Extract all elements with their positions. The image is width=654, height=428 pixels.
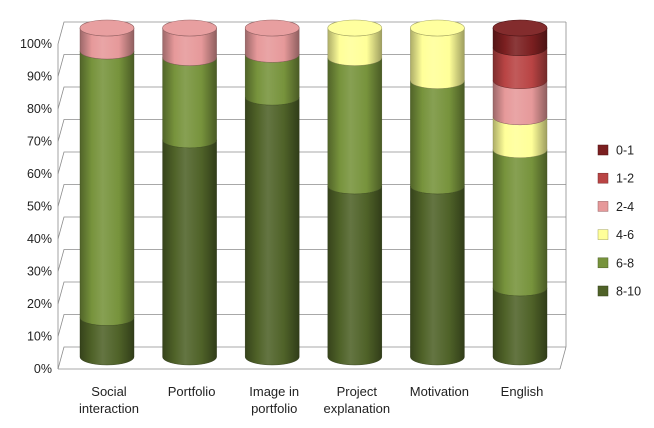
bar-group [492,19,548,366]
gridline [57,346,566,370]
legend-swatch [597,229,609,240]
legend-label: 0-1 [616,144,634,158]
bar-segment [492,287,548,366]
legend-label: 4-6 [616,228,634,242]
bar-segment [162,139,217,366]
legend-item: 6-8 [597,256,634,270]
y-tick-label: 0% [34,362,52,376]
y-tick-label: 40% [27,232,52,246]
gridline [57,314,566,337]
y-tick-label: 20% [27,297,52,311]
bar-group [327,19,383,366]
x-axis-labels: Social interaction Portfolio Image in portfo… [79,384,543,416]
legend-swatch [597,144,609,156]
gridlines [57,21,566,370]
bar-segment [79,51,135,326]
y-tick-label: 70% [27,135,52,149]
y-tick-label: 100% [20,37,52,51]
bars [79,19,548,366]
y-tick-label: 50% [27,200,52,214]
bar-group [410,19,465,366]
bar-segment [410,80,465,195]
bar-top-cap [162,19,217,37]
gridline [57,249,566,272]
legend-swatch [597,285,609,297]
bar-segment [245,97,300,366]
bar-top-cap [410,19,465,37]
legend-swatch [597,257,609,269]
bar-segment [410,185,465,366]
legend-label: 6-8 [616,256,634,270]
bar-segment [327,57,382,195]
gridline [57,86,566,110]
gridline [57,21,566,45]
gridline [57,281,566,305]
legend-item: 2-4 [597,200,634,214]
legend-label: 2-4 [616,200,634,214]
legend-item: 4-6 [597,228,634,242]
axes [57,22,567,370]
floor-side-edge [559,346,567,370]
x-tick-label: Project explanation [324,384,391,416]
gridline [57,119,566,142]
bar-segment [492,149,548,297]
x-tick-label: Image in portfolio [249,384,299,416]
gridline [57,151,566,175]
x-tick-label: Motivation [410,384,469,399]
bar-top-cap [244,19,300,37]
gridline [57,184,566,207]
bar-group [244,19,300,366]
gridline [57,54,566,77]
bar-segment [327,185,382,366]
legend-item: 1-2 [597,172,634,186]
x-tick-label: English [501,384,544,399]
legend-swatch [597,201,609,212]
bar-top-cap [492,19,548,37]
y-tick-label: 90% [27,70,52,84]
y-axis-ticks: 0% 10% 20% 30% 40% 50% 60% 70% 80% 90% 100% [20,37,52,376]
legend-item: 0-1 [597,144,634,158]
y-tick-label: 30% [27,265,52,279]
bar-top-cap [327,19,383,37]
legend-label: 1-2 [616,172,634,186]
y-tick-label: 10% [27,330,52,344]
bar-group [162,19,217,366]
y-tick-label: 60% [27,167,52,181]
bar-group [79,19,135,366]
bar-segment [410,27,465,89]
x-tick-label: Social interaction [79,384,139,416]
bar-top-cap [79,19,135,37]
legend-swatch [597,172,609,184]
bar-segment [162,57,217,149]
gridline [57,216,566,240]
x-tick-label: Portfolio [168,384,216,399]
y-tick-label: 80% [27,102,52,116]
legend-item: 8-10 [597,285,641,299]
legend-label: 8-10 [616,285,641,299]
legend: 0-1 1-2 2-4 4-6 6-8 8-10 [597,144,641,299]
